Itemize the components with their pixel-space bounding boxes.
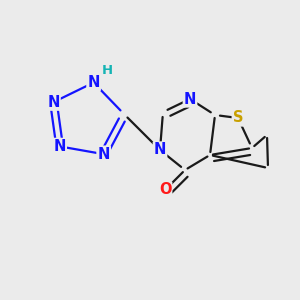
Text: H: H [102,64,113,77]
Text: N: N [154,142,166,158]
Text: N: N [47,95,60,110]
Text: O: O [159,182,171,197]
Text: N: N [53,139,66,154]
Text: N: N [184,92,196,106]
Text: N: N [87,75,100,90]
Text: S: S [233,110,243,125]
Text: N: N [98,147,110,162]
